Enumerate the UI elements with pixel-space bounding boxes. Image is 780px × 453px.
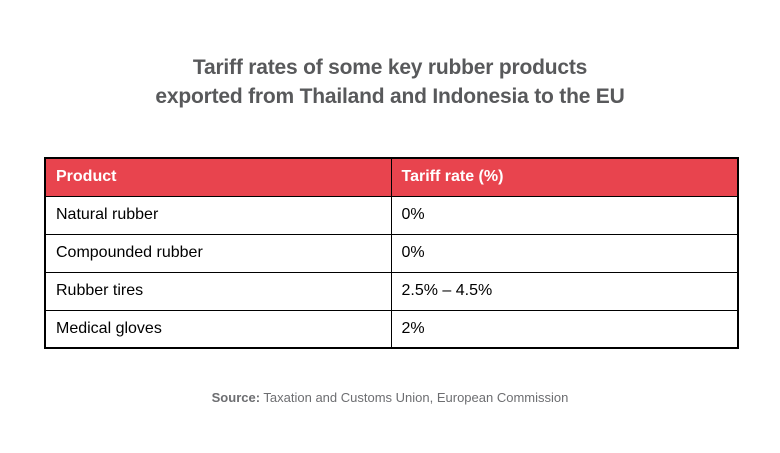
page-title: Tariff rates of some key rubber products… [0,53,780,111]
table-row: Rubber tires 2.5% – 4.5% [44,271,739,311]
source-text: Taxation and Customs Union, European Com… [260,390,569,405]
product-cell: Compounded rubber [44,233,392,273]
product-cell: Natural rubber [44,195,392,235]
table-row: Compounded rubber 0% [44,233,739,273]
product-cell: Medical gloves [44,309,392,349]
source-note: Source: Taxation and Customs Union, Euro… [0,389,780,407]
table-row: Medical gloves 2% [44,309,739,349]
rate-cell: 0% [390,195,739,235]
product-cell: Rubber tires [44,271,392,311]
source-label: Source: [211,390,261,405]
title-line-1: Tariff rates of some key rubber products [192,56,588,79]
table-header-row: Product Tariff rate (%) [44,157,739,197]
title-line-2: exported from Thailand and Indonesia to … [155,85,625,108]
rate-cell: 2% [390,309,739,349]
rate-cell: 2.5% – 4.5% [390,271,739,311]
tariff-table: Product Tariff rate (%) Natural rubber 0… [44,157,739,349]
table-row: Natural rubber 0% [44,195,739,235]
column-header-product: Product [44,157,392,197]
rate-cell: 0% [390,233,739,273]
column-header-tariff-rate: Tariff rate (%) [390,157,739,197]
